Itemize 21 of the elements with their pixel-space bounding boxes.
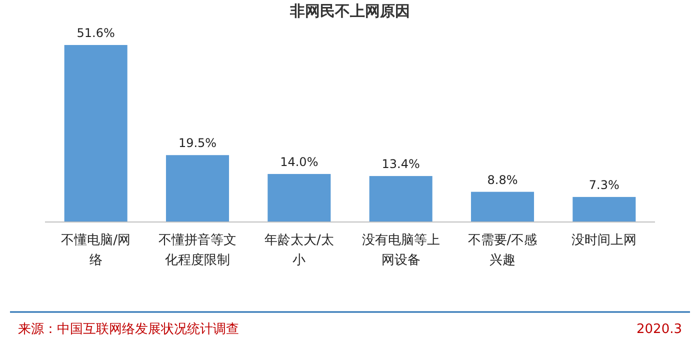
data-label: 14.0%	[280, 154, 318, 169]
data-label: 8.8%	[487, 172, 518, 187]
bar	[572, 196, 636, 222]
chart-title: 非网民不上网原因	[289, 2, 410, 20]
x-tick-label: 不需要/不感兴趣	[468, 233, 538, 268]
x-tick-label: 不懂电脑/网络	[61, 233, 131, 268]
bar	[369, 176, 432, 222]
bar	[166, 155, 230, 222]
x-tick-label: 没时间上网	[572, 233, 637, 248]
data-label: 51.6%	[76, 26, 115, 40]
x-tick-label: 年龄太大/太小	[264, 233, 334, 268]
bar	[64, 45, 128, 222]
bar	[470, 192, 534, 222]
source-note: 来源：中国互联网络发展状况统计调查	[18, 322, 239, 337]
x-tick-label: 没有电脑等上网设备	[362, 233, 440, 268]
x-tick-label: 不懂拼音等文化程度限制	[158, 233, 236, 268]
data-label: 7.3%	[588, 178, 620, 192]
data-label: 19.5%	[178, 136, 217, 150]
data-label: 13.4%	[382, 157, 420, 172]
text: 2020.3	[636, 322, 682, 337]
bar	[268, 174, 331, 222]
